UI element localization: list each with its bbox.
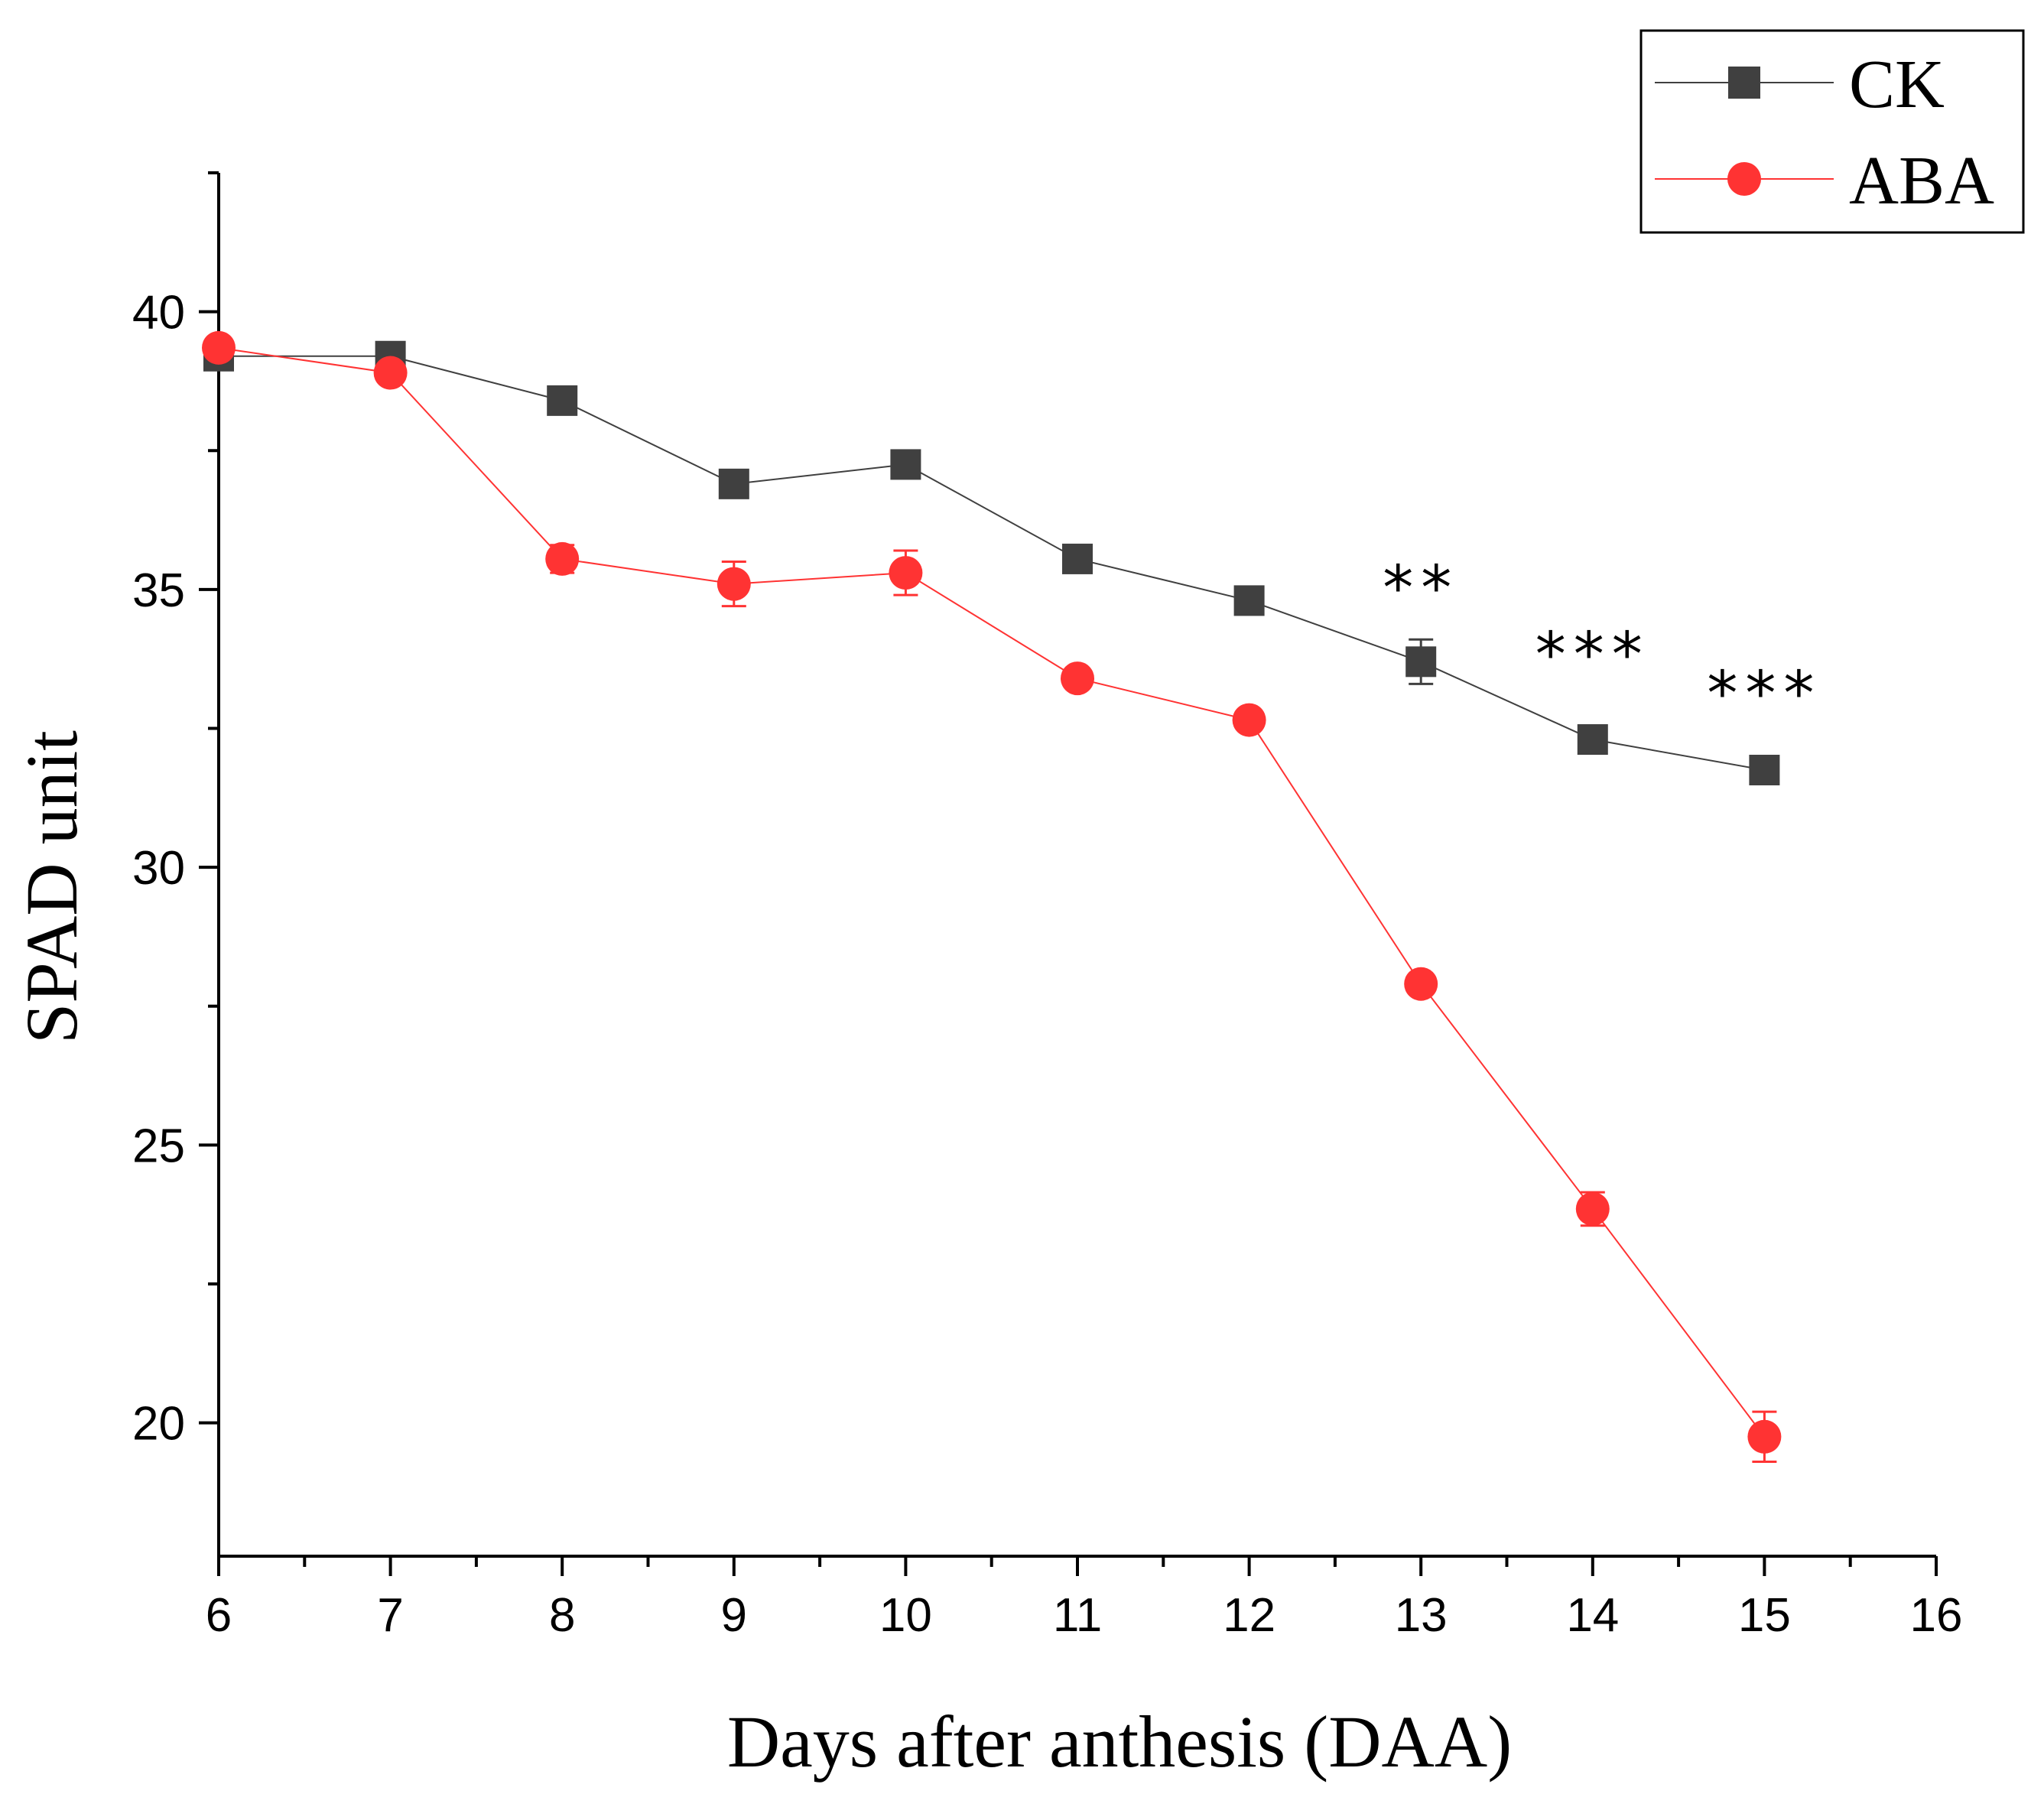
legend-marker-aba bbox=[1727, 162, 1761, 196]
legend-label-aba: ABA bbox=[1849, 143, 1994, 219]
data-point-aba bbox=[1232, 703, 1266, 737]
x-tick-label: 12 bbox=[1223, 1589, 1275, 1642]
x-tick-label: 16 bbox=[1910, 1589, 1963, 1642]
legend-marker-ck bbox=[1728, 67, 1760, 99]
series-ck bbox=[203, 340, 1780, 785]
annotation-layer: ******** bbox=[1383, 552, 1821, 729]
y-tick-label: 40 bbox=[132, 287, 185, 340]
x-tick-label: 15 bbox=[1738, 1589, 1791, 1642]
series-line-aba bbox=[218, 346, 1766, 1438]
x-axis-title: Days after anthesis (DAA) bbox=[727, 1701, 1512, 1783]
legend-label-ck: CK bbox=[1849, 47, 1945, 122]
data-point-aba bbox=[717, 567, 751, 601]
data-point-ck bbox=[1405, 646, 1437, 678]
legend-item-ck: CK bbox=[1655, 47, 1945, 122]
legend-item-aba: ABA bbox=[1655, 143, 1994, 219]
y-tick-label: 30 bbox=[132, 842, 185, 895]
x-tick-label: 11 bbox=[1053, 1589, 1102, 1642]
legend: CK ABA bbox=[1639, 29, 2025, 234]
series-aba bbox=[202, 330, 1782, 1463]
data-point-aba bbox=[1747, 1419, 1782, 1454]
y-tick-label: 25 bbox=[132, 1120, 185, 1172]
x-tick-label: 6 bbox=[206, 1589, 232, 1642]
data-point-ck bbox=[1062, 543, 1093, 574]
data-point-aba bbox=[545, 541, 580, 576]
series-layer bbox=[202, 330, 1782, 1463]
axes: 6 7 8 9 10 11 12 13 14 15 16 20 25 30 35 40 bbox=[132, 171, 1963, 1642]
significance-annotation: ** bbox=[1383, 552, 1459, 623]
data-point-aba bbox=[889, 556, 923, 590]
x-tick-label: 10 bbox=[879, 1589, 932, 1642]
legend-box bbox=[1639, 29, 2025, 234]
data-point-ck bbox=[547, 385, 578, 416]
data-point-aba bbox=[373, 356, 408, 390]
x-tick-label: 9 bbox=[721, 1589, 747, 1642]
x-tick-label: 7 bbox=[377, 1589, 403, 1642]
data-point-ck bbox=[1577, 724, 1608, 756]
data-point-ck bbox=[718, 468, 749, 499]
significance-annotation: *** bbox=[1707, 658, 1821, 729]
significance-annotation: *** bbox=[1535, 619, 1650, 691]
data-point-aba bbox=[1575, 1191, 1610, 1226]
data-point-aba bbox=[202, 330, 236, 365]
data-point-aba bbox=[1404, 967, 1438, 1001]
x-tick-label: 14 bbox=[1566, 1589, 1619, 1642]
series-line-ck bbox=[219, 355, 1765, 771]
y-axis-title: SPAD unit bbox=[11, 730, 93, 1044]
y-tick-label: 35 bbox=[132, 564, 185, 617]
data-point-ck bbox=[890, 449, 921, 480]
data-point-ck bbox=[1233, 585, 1265, 616]
x-tick-label: 8 bbox=[549, 1589, 575, 1642]
data-point-ck bbox=[1749, 754, 1780, 785]
x-tick-label: 13 bbox=[1395, 1589, 1448, 1642]
data-point-aba bbox=[1061, 661, 1094, 696]
y-tick-label: 20 bbox=[132, 1398, 185, 1451]
